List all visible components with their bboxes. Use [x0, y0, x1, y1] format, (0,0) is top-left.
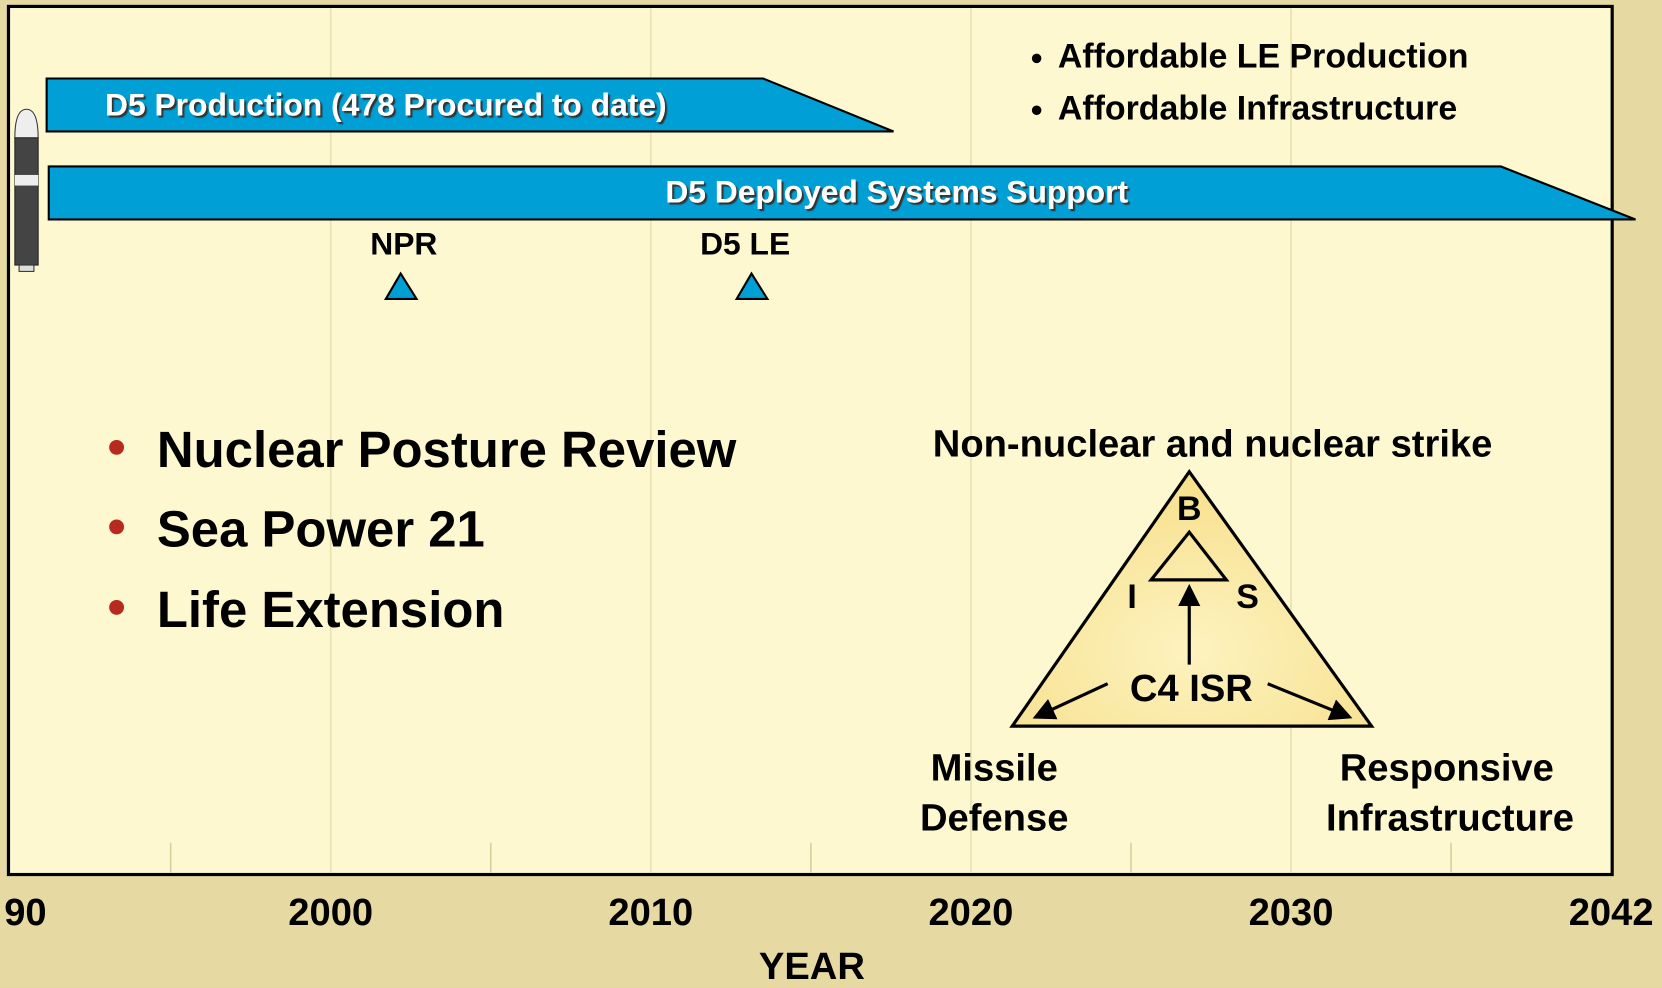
triad-center: C4 ISR [1130, 667, 1253, 710]
triad-left: I [1127, 578, 1136, 616]
driver: Life Extension [157, 581, 505, 638]
bullet [1032, 54, 1042, 64]
page: {"timeline": { "bars": [{"label": "D5 Pr… [0, 0, 1662, 988]
x-tick-label: 2010 [608, 891, 693, 934]
bar-label: D5 Production (478 Procured to date) [105, 87, 667, 123]
triad-title: Non-nuclear and nuclear strike [933, 422, 1493, 465]
milestone-label: NPR [370, 225, 437, 261]
goal: Affordable LE Production [1058, 37, 1469, 75]
goal: Affordable Infrastructure [1058, 89, 1457, 127]
axis-title: YEAR [759, 945, 865, 988]
triad-label: Responsive [1340, 747, 1554, 790]
x-tick-label: 2020 [928, 891, 1013, 934]
bullet [1032, 106, 1042, 116]
triad-top: B [1177, 490, 1202, 528]
x-tick-label: 2042 [1569, 891, 1654, 934]
triad-label: Missile [931, 747, 1058, 790]
x-tick-label: 2000 [288, 891, 373, 934]
triad-label: Defense [920, 797, 1068, 840]
bar-label: D5 Deployed Systems Support [665, 173, 1128, 209]
x-tick-label: 2030 [1249, 891, 1334, 934]
triad-label: Infrastructure [1326, 797, 1574, 840]
slide: D5 Production (478 Procured to date) D5 … [0, 0, 1662, 988]
driver: Nuclear Posture Review [157, 421, 737, 478]
milestone-label: D5 LE [700, 225, 790, 261]
driver: Sea Power 21 [157, 501, 485, 558]
x-tick-label: 90 [4, 891, 46, 934]
missile-icon [15, 109, 38, 271]
bullet [109, 519, 124, 534]
triad-right: S [1236, 578, 1259, 616]
bullet [109, 440, 124, 455]
bullet [109, 600, 124, 615]
